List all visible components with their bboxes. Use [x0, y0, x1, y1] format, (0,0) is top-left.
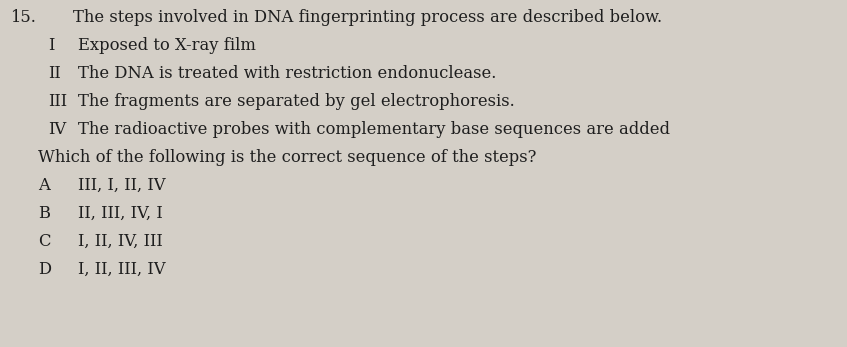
- Text: The DNA is treated with restriction endonuclease.: The DNA is treated with restriction endo…: [78, 65, 496, 82]
- Text: The fragments are separated by gel electrophoresis.: The fragments are separated by gel elect…: [78, 93, 515, 110]
- Text: I: I: [48, 37, 54, 54]
- Text: The radioactive probes with complementary base sequences are added: The radioactive probes with complementar…: [78, 121, 670, 138]
- Text: C: C: [38, 233, 51, 250]
- Text: 15.: 15.: [10, 9, 36, 26]
- Text: III, I, II, IV: III, I, II, IV: [78, 177, 166, 194]
- Text: II, III, IV, I: II, III, IV, I: [78, 205, 163, 222]
- Text: I, II, IV, III: I, II, IV, III: [78, 233, 163, 250]
- Text: D: D: [38, 261, 51, 278]
- Text: B: B: [38, 205, 50, 222]
- Text: The steps involved in DNA fingerprinting process are described below.: The steps involved in DNA fingerprinting…: [73, 9, 662, 26]
- Text: II: II: [48, 65, 61, 82]
- Text: A: A: [38, 177, 50, 194]
- Text: III: III: [48, 93, 67, 110]
- Text: Which of the following is the correct sequence of the steps?: Which of the following is the correct se…: [38, 149, 536, 166]
- Text: IV: IV: [48, 121, 66, 138]
- Text: I, II, III, IV: I, II, III, IV: [78, 261, 166, 278]
- Text: Exposed to X-ray film: Exposed to X-ray film: [78, 37, 256, 54]
